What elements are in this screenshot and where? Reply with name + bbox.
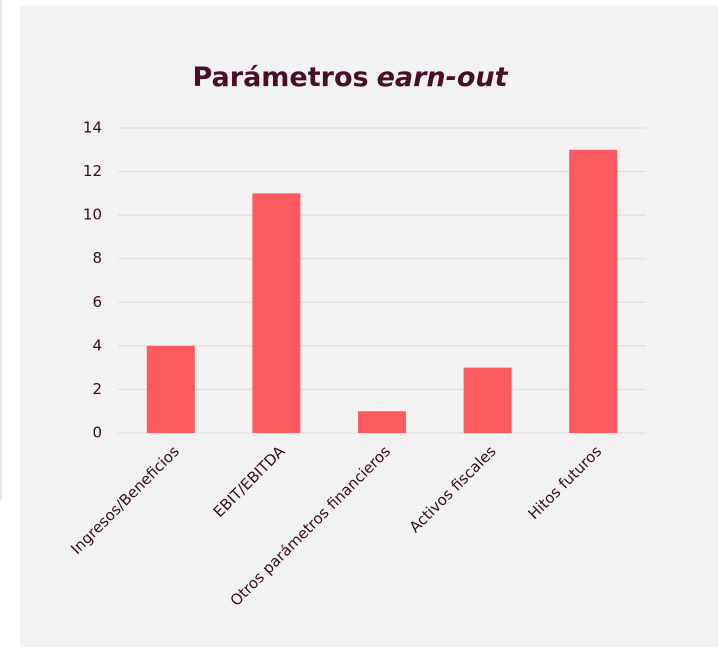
- title-part: Parámetros: [192, 62, 368, 93]
- y-tick-label: 0: [92, 424, 102, 442]
- y-tick-label: 12: [83, 162, 102, 180]
- y-tick-label: 8: [92, 249, 102, 267]
- y-tick-label: 2: [92, 380, 102, 398]
- bar: [146, 345, 195, 433]
- y-tick-label: 10: [83, 206, 102, 224]
- chart-title: Parámetros earn-out: [192, 62, 508, 93]
- bar: [252, 193, 301, 433]
- y-tick-label: 14: [83, 119, 102, 137]
- bar: [358, 411, 406, 433]
- bar: [569, 149, 618, 434]
- y-tick-label: 4: [92, 336, 102, 354]
- bar: [463, 367, 512, 433]
- y-tick-label: 6: [92, 293, 102, 311]
- title-part: earn-out: [377, 62, 509, 93]
